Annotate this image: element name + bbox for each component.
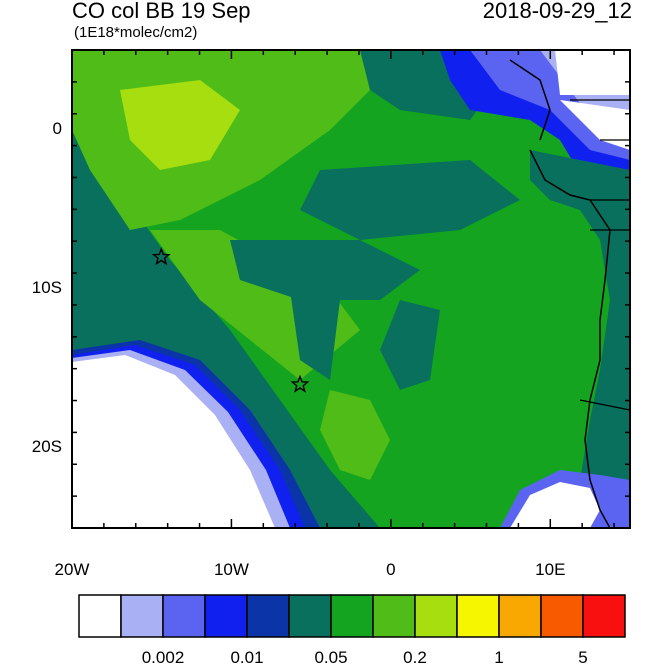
colorbar-swatch: [498, 594, 542, 638]
colorbar-swatch: [288, 594, 332, 638]
colorbar-label: 1: [494, 648, 504, 667]
colorbar-label: 0.002: [141, 648, 185, 667]
map-frame: [71, 49, 631, 529]
colorbar-swatch: [78, 594, 122, 638]
colorbar-swatch: [204, 594, 248, 638]
x-tick-label: 10W: [213, 560, 249, 579]
star-marker-south: [290, 374, 310, 393]
colorbar-swatch: [414, 594, 458, 638]
y-tick-label: 0: [52, 118, 62, 138]
datetime-label: 2018-09-29_12: [482, 0, 632, 23]
x-tick-label: 0: [386, 560, 396, 579]
colorbar-swatch: [540, 594, 584, 638]
y-tick-label: 20S: [31, 437, 62, 457]
colorbar-swatch: [456, 594, 500, 638]
markers: [151, 247, 310, 393]
colorbar-swatch: [246, 594, 290, 638]
colorbar: [78, 594, 626, 638]
units-label: (1E18*molec/cm2): [74, 24, 198, 41]
colorbar-label: 0.01: [230, 648, 264, 667]
star-marker-west: [151, 247, 171, 266]
colorbar-label: 5: [578, 648, 588, 667]
y-tick-label: 10S: [31, 278, 62, 297]
colorbar-swatch: [330, 594, 374, 638]
map-field: [72, 50, 630, 528]
colorbar-swatch: [582, 594, 626, 638]
colorbar-swatch: [372, 594, 416, 638]
x-tick-label: 10E: [535, 560, 566, 579]
colorbar-swatch: [120, 594, 164, 638]
colorbar-swatch: [162, 594, 206, 638]
colorbar-label: 0.05: [314, 648, 348, 667]
map-title: CO col BB 19 Sep: [72, 0, 251, 23]
x-tick-label: 20W: [54, 560, 90, 579]
colorbar-label: 0.2: [403, 648, 427, 667]
axis-ticks: [71, 49, 630, 529]
